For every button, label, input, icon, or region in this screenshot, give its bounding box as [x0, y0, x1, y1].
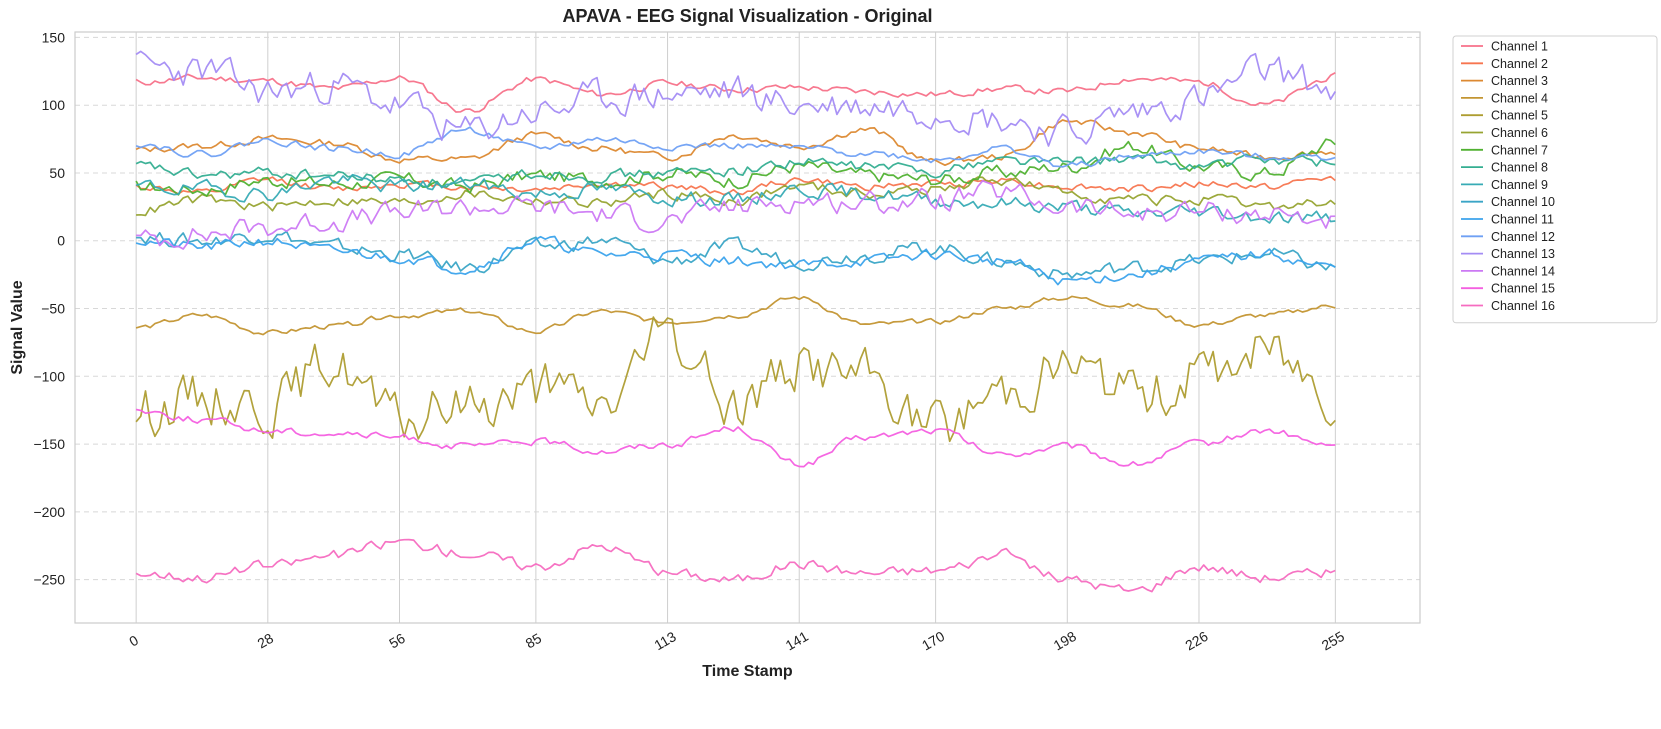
- series-line: [135, 50, 1337, 147]
- y-tick-label: 50: [49, 165, 65, 181]
- series-line: [135, 316, 1336, 443]
- y-axis-label: Signal Value: [9, 280, 26, 374]
- series-line: [135, 126, 1336, 168]
- x-tick-label: 56: [386, 630, 408, 652]
- series-line: [135, 175, 1336, 196]
- series-line: [136, 179, 1336, 250]
- legend-label: Channel 12: [1491, 230, 1555, 244]
- series-line: [136, 230, 1336, 280]
- legend: Channel 1 Channel 2 Channel 3 Channel 4 Chan…: [1452, 35, 1658, 324]
- y-tick-label: 0: [57, 233, 65, 249]
- x-tick-label: 28: [255, 630, 277, 652]
- legend-label: Channel 7: [1491, 143, 1548, 157]
- y-tick-label: −250: [33, 572, 65, 588]
- series-line: [135, 295, 1336, 336]
- y-tick-label: −100: [33, 368, 65, 384]
- grid: [75, 32, 1420, 623]
- legend-label: Channel 1: [1491, 40, 1548, 54]
- plot-frame: [74, 31, 1421, 624]
- legend-label: Channel 3: [1491, 74, 1548, 88]
- legend-label: Channel 15: [1491, 282, 1555, 296]
- plot-area: [75, 32, 1420, 623]
- legend-label: Channel 11: [1491, 213, 1554, 227]
- y-tick-label: −50: [41, 301, 65, 317]
- y-tick-label: 100: [42, 97, 66, 113]
- legend-label: Channel 8: [1491, 161, 1548, 175]
- series-line: [135, 173, 1336, 224]
- legend-label: Channel 6: [1491, 126, 1548, 140]
- y-tick-label: 150: [42, 29, 66, 45]
- legend-label: Channel 10: [1491, 195, 1555, 209]
- series-line: [135, 235, 1336, 286]
- plot-border: [74, 31, 1421, 624]
- x-tick-label: 85: [523, 630, 545, 652]
- legend-label: Channel 13: [1491, 247, 1555, 261]
- chart-title: APAVA - EEG Signal Visualization - Origi…: [562, 6, 932, 26]
- series-line: [135, 119, 1336, 167]
- legend-label: Channel 4: [1491, 91, 1548, 105]
- y-tick-label: −200: [33, 504, 65, 520]
- series-line: [135, 153, 1336, 188]
- series-line: [135, 538, 1336, 593]
- y-tick-label: −150: [33, 436, 65, 452]
- legend-box: [1452, 35, 1658, 324]
- series-layer: [135, 50, 1337, 593]
- series-line: [135, 71, 1336, 113]
- plot-background: [75, 32, 1420, 623]
- x-axis-label: Time Stamp: [702, 663, 793, 680]
- legend-label: Channel 9: [1491, 178, 1548, 192]
- legend-label: Channel 16: [1491, 299, 1555, 313]
- series-line: [135, 408, 1336, 468]
- legend-label: Channel 14: [1491, 264, 1555, 278]
- legend-label: Channel 5: [1491, 109, 1548, 123]
- legend-label: Channel 2: [1491, 57, 1548, 71]
